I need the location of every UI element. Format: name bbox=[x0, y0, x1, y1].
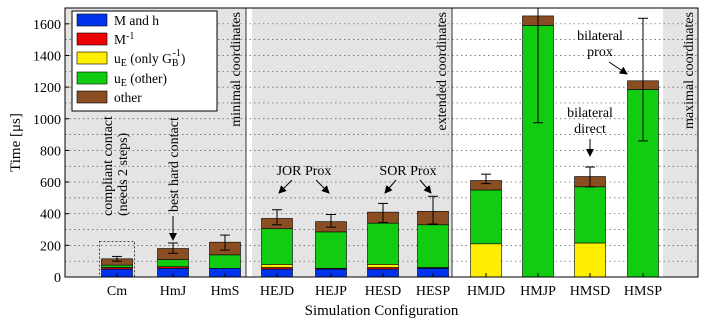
legend-swatch-0 bbox=[76, 13, 108, 27]
annotation-bilateral-prox-1: bilateral bbox=[577, 29, 623, 44]
y-tick-label: 800 bbox=[40, 144, 61, 159]
legend-label-part: (only G bbox=[127, 51, 172, 66]
legend-swatch-3 bbox=[76, 71, 108, 85]
legend-label-part: M bbox=[114, 32, 126, 47]
legend-label-0: M and h bbox=[114, 13, 159, 28]
legend-label-subscript: E bbox=[121, 58, 127, 69]
y-tick-label: 1000 bbox=[33, 113, 61, 128]
annotation-jor-prox: JOR Prox bbox=[277, 164, 332, 179]
arrow-sor-prox-left bbox=[384, 179, 397, 194]
legend-label-part: u bbox=[114, 71, 121, 86]
x-tick-label: HmS bbox=[211, 284, 240, 299]
x-tick-label: Cm bbox=[107, 284, 127, 299]
y-tick-label: 1200 bbox=[33, 81, 61, 96]
y-tick-label: 200 bbox=[40, 239, 61, 254]
y-axis-title: Time [μs] bbox=[8, 113, 24, 172]
x-tick-label: HEJP bbox=[315, 284, 347, 299]
annotation-bilateral-direct-1: bilateral bbox=[567, 106, 613, 121]
x-tick-label: HMJD bbox=[467, 284, 505, 299]
legend-label-4: other bbox=[114, 90, 142, 105]
plot-frame bbox=[64, 7, 699, 278]
legend-label-2: uE (only GB-1) bbox=[114, 48, 185, 69]
bar-HMJD-3 bbox=[470, 189, 502, 245]
x-tick-label: HMSP bbox=[624, 284, 662, 299]
legend-label-part: ) bbox=[181, 51, 186, 66]
arrow-bilateral-prox bbox=[608, 61, 628, 75]
y-tick-label: 1400 bbox=[33, 49, 61, 64]
bar-HEJP-3 bbox=[315, 231, 347, 269]
annotation-needs-2-steps: (needs 2 steps) bbox=[116, 132, 131, 216]
group-gutter bbox=[452, 8, 458, 277]
group-background-tail bbox=[663, 8, 698, 277]
legend-label-superscript: -1 bbox=[173, 48, 181, 59]
x-tick-label: HESP bbox=[416, 284, 450, 299]
annotation-best-hard-contact: best hard contact bbox=[167, 117, 182, 212]
bar-HEJD-3 bbox=[261, 228, 293, 265]
group-label-0: minimal coordinates bbox=[229, 12, 244, 127]
bar-HmJ-3 bbox=[157, 259, 189, 268]
legend-label-subscript: B bbox=[172, 58, 179, 69]
legend-swatch-1 bbox=[76, 32, 108, 46]
annotation-bilateral-prox-2: prox bbox=[587, 45, 613, 60]
bar-HMSD-2 bbox=[574, 242, 606, 278]
x-tick-label: HMSD bbox=[570, 284, 610, 299]
annotation-sor-prox: SOR Prox bbox=[379, 164, 436, 179]
annotation-bilateral-direct-2: direct bbox=[574, 122, 606, 137]
arrow-jor-prox-right bbox=[315, 179, 330, 194]
bar-HmS-3 bbox=[209, 254, 241, 269]
y-tick-label: 1600 bbox=[33, 18, 61, 33]
bar-HESD-3 bbox=[367, 222, 399, 265]
legend-label-part: u bbox=[114, 51, 121, 66]
x-axis-title: Simulation Configuration bbox=[305, 303, 459, 319]
bar-HESP-3 bbox=[417, 224, 449, 268]
legend-label-1: M-1 bbox=[114, 31, 134, 47]
x-tick-label: HmJ bbox=[160, 284, 187, 299]
group-label-1: extended coordinates bbox=[435, 12, 450, 131]
bar-HEJD-2 bbox=[261, 264, 293, 268]
legend-label-3: uE (other) bbox=[114, 71, 167, 89]
y-tick-label: 0 bbox=[54, 271, 61, 286]
legend-label-subscript: E bbox=[121, 78, 127, 89]
bar-Cm-3 bbox=[101, 264, 133, 268]
x-tick-label: HESD bbox=[365, 284, 402, 299]
annotation-compliant-contact: compliant contact bbox=[101, 116, 116, 216]
arrow-sor-prox-right bbox=[419, 179, 432, 194]
bar-HMJD-2 bbox=[470, 243, 502, 278]
x-tick-label: HEJD bbox=[260, 284, 294, 299]
group-gutter bbox=[246, 8, 252, 277]
y-tick-label: 400 bbox=[40, 208, 61, 223]
bar-HESD-2 bbox=[367, 264, 399, 268]
bar-HMSD-3 bbox=[574, 186, 606, 244]
y-tick-label: 600 bbox=[40, 176, 61, 191]
legend-label-superscript: -1 bbox=[126, 31, 134, 42]
group-label-2: maximal coordinates bbox=[682, 12, 697, 129]
arrow-jor-prox-left bbox=[278, 179, 293, 194]
legend-label-part: (other) bbox=[127, 71, 167, 86]
x-tick-label: HMJP bbox=[520, 284, 556, 299]
legend-swatch-2 bbox=[76, 51, 108, 65]
legend-swatch-4 bbox=[76, 90, 108, 104]
